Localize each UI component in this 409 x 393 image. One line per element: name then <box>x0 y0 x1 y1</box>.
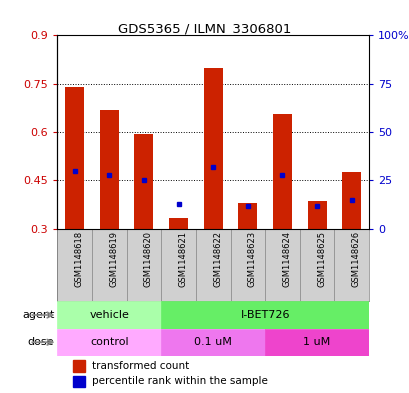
Text: GSM1148618: GSM1148618 <box>74 231 83 287</box>
Bar <box>265 329 368 356</box>
Bar <box>99 110 119 229</box>
Text: GSM1148621: GSM1148621 <box>178 231 187 287</box>
Bar <box>169 218 188 229</box>
Bar <box>161 301 368 329</box>
Text: GSM1148624: GSM1148624 <box>282 231 291 287</box>
Text: control: control <box>90 337 128 347</box>
Text: 0.1 uM: 0.1 uM <box>194 337 231 347</box>
Text: GSM1148622: GSM1148622 <box>213 231 222 287</box>
Text: GSM1148619: GSM1148619 <box>109 231 118 287</box>
Bar <box>57 301 161 329</box>
Text: dose: dose <box>28 337 54 347</box>
Bar <box>272 114 291 229</box>
Bar <box>57 329 161 356</box>
Bar <box>238 203 257 229</box>
Bar <box>65 87 84 229</box>
Text: GSM1148626: GSM1148626 <box>351 231 360 287</box>
Text: GSM1148625: GSM1148625 <box>316 231 325 287</box>
Text: GSM1148623: GSM1148623 <box>247 231 256 287</box>
Text: vehicle: vehicle <box>89 310 129 320</box>
Bar <box>307 202 326 229</box>
Bar <box>161 329 265 356</box>
Bar <box>134 134 153 229</box>
Text: GSM1148620: GSM1148620 <box>144 231 153 287</box>
Bar <box>73 376 85 387</box>
Text: GDS5365 / ILMN_3306801: GDS5365 / ILMN_3306801 <box>118 22 291 35</box>
Bar <box>73 360 85 372</box>
Text: transformed count: transformed count <box>92 361 189 371</box>
Text: I-BET726: I-BET726 <box>240 310 289 320</box>
Bar <box>203 68 222 229</box>
Text: percentile rank within the sample: percentile rank within the sample <box>92 376 267 386</box>
Text: 1 uM: 1 uM <box>303 337 330 347</box>
Bar <box>342 173 360 229</box>
Text: agent: agent <box>22 310 54 320</box>
